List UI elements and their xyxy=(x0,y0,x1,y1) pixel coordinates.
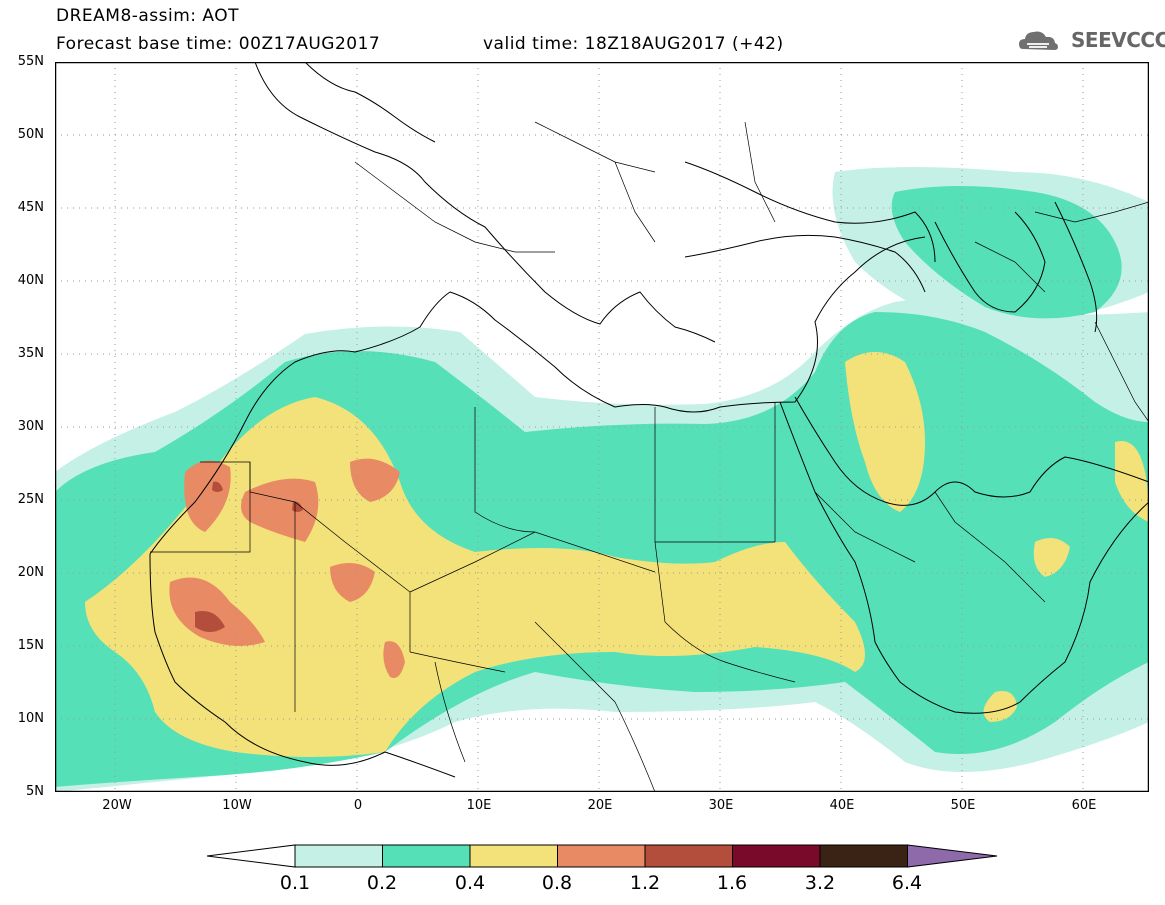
colorbar-swatch xyxy=(732,844,821,868)
lon-label: 10W xyxy=(222,798,252,813)
lat-label: 50N xyxy=(17,127,44,142)
forecast-base-time: Forecast base time: 00Z17AUG2017 xyxy=(56,34,381,54)
colorbar-label: 3.2 xyxy=(804,872,836,894)
lat-label: 5N xyxy=(26,784,44,799)
lon-label: 60E xyxy=(1071,798,1097,813)
lon-label: 20W xyxy=(102,798,132,813)
colorbar-label: 0.2 xyxy=(366,872,398,894)
lon-label: 30E xyxy=(708,798,734,813)
aot-map xyxy=(55,62,1149,792)
lat-label: 25N xyxy=(17,492,44,507)
lat-label: 40N xyxy=(17,273,44,288)
borders xyxy=(150,121,1149,792)
colorbar-swatch xyxy=(469,844,558,868)
colorbar-swatch xyxy=(294,844,383,868)
colorbar-label: 1.2 xyxy=(629,872,661,894)
lat-label: 20N xyxy=(17,565,44,580)
colorbar-label: 6.4 xyxy=(891,872,923,894)
valid-time: valid time: 18Z18AUG2017 (+42) xyxy=(483,34,784,54)
colorbar-swatch xyxy=(644,844,733,868)
lon-label: 40E xyxy=(829,798,855,813)
map-title: DREAM8-assim: AOT xyxy=(56,6,240,26)
lon-label: 10E xyxy=(466,798,492,813)
lat-label: 15N xyxy=(17,638,44,653)
lon-label: 50E xyxy=(950,798,976,813)
lon-label: 0 xyxy=(353,798,363,813)
logo-text: SEEVCCC xyxy=(1071,28,1165,52)
colorbar-swatch xyxy=(557,844,646,868)
colorbar-label: 0.8 xyxy=(541,872,573,894)
coastlines xyxy=(149,62,1149,778)
map-frame xyxy=(55,62,1149,792)
colorbar-low-arrow xyxy=(207,844,296,868)
colorbar-swatch xyxy=(382,844,471,868)
lat-label: 55N xyxy=(17,54,44,69)
lon-label: 20E xyxy=(587,798,613,813)
colorbar-label: 0.4 xyxy=(454,872,486,894)
lat-label: 10N xyxy=(17,711,44,726)
cloud-logo-icon xyxy=(1019,31,1058,50)
colorbar-high-arrow xyxy=(907,844,998,868)
lat-label: 45N xyxy=(17,200,44,215)
colorbar-swatch xyxy=(819,844,908,868)
lat-label: 35N xyxy=(17,346,44,361)
colorbar-label: 0.1 xyxy=(279,872,311,894)
grid-lines xyxy=(55,62,1149,792)
lat-label: 30N xyxy=(17,419,44,434)
colorbar-label: 1.6 xyxy=(716,872,748,894)
colorbar xyxy=(207,844,998,868)
